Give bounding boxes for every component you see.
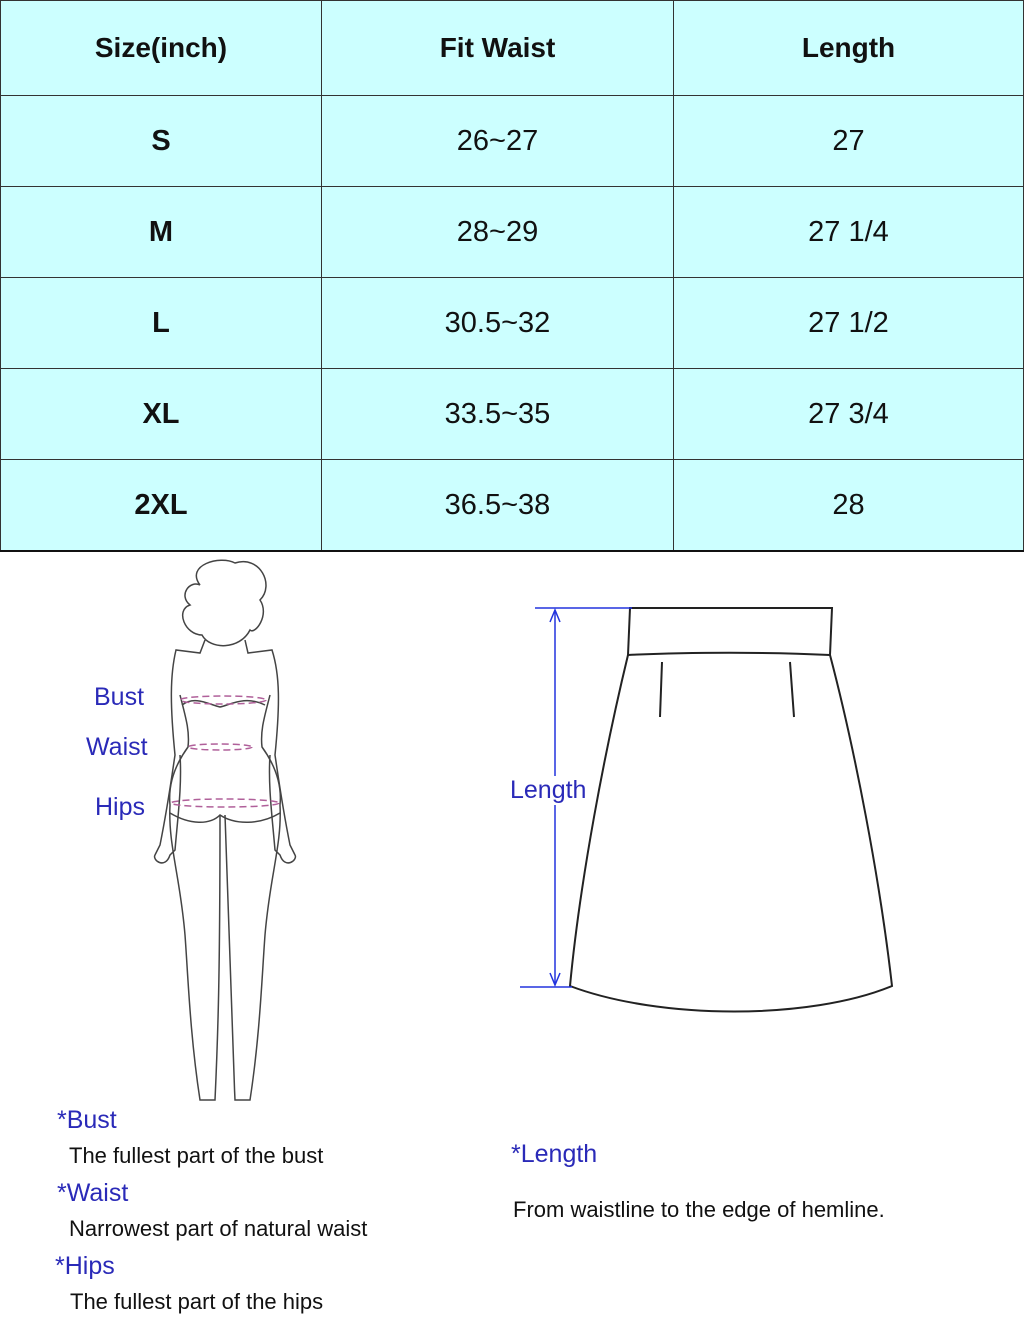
table-row: S 26~27 27 (0, 95, 1024, 187)
waist-cell: 30.5~32 (321, 277, 674, 369)
length-cell: 27 (673, 95, 1024, 187)
hips-label: Hips (95, 793, 146, 821)
bust-label: Bust (94, 683, 145, 711)
waist-label: Waist (86, 733, 148, 761)
size-cell: M (0, 186, 322, 278)
note-bust-text: The fullest part of the bust (69, 1143, 324, 1168)
size-cell: 2XL (0, 459, 322, 552)
length-cell: 27 1/2 (673, 277, 1024, 369)
waist-cell: 26~27 (321, 95, 674, 187)
header-fit-waist: Fit Waist (321, 0, 674, 96)
note-length-text: From waistline to the edge of hemline. (513, 1197, 885, 1222)
header-length: Length (673, 0, 1024, 96)
size-cell: L (0, 277, 322, 369)
table-header-row: Size(inch) Fit Waist Length (0, 0, 1024, 96)
length-label: Length (510, 776, 587, 805)
table-row: L 30.5~32 27 1/2 (0, 277, 1024, 369)
size-cell: XL (0, 368, 322, 460)
size-chart-table: Size(inch) Fit Waist Length S 26~27 27 M 28… (0, 0, 1024, 552)
header-size: Size(inch) (0, 0, 322, 96)
size-cell: S (0, 95, 322, 187)
waist-cell: 28~29 (321, 186, 674, 278)
note-hips-text: The fullest part of the hips (70, 1289, 324, 1314)
table-row: 2XL 36.5~38 28 (0, 459, 1024, 552)
note-waist-title: *Waist (57, 1179, 129, 1207)
note-waist-text: Narrowest part of natural waist (69, 1216, 368, 1241)
length-cell: 27 1/4 (673, 186, 1024, 278)
note-bust-title: *Bust (57, 1106, 117, 1134)
body-figure-illustration (153, 559, 297, 1101)
table-row: M 28~29 27 1/4 (0, 186, 1024, 278)
length-cell: 28 (673, 459, 1024, 552)
waist-cell: 33.5~35 (321, 368, 674, 460)
table-row: XL 33.5~35 27 3/4 (0, 368, 1024, 460)
note-hips-title: *Hips (55, 1252, 115, 1280)
waist-cell: 36.5~38 (321, 459, 674, 552)
note-length-title: *Length (511, 1140, 598, 1168)
skirt-illustration (520, 607, 894, 1013)
length-cell: 27 3/4 (673, 368, 1024, 460)
